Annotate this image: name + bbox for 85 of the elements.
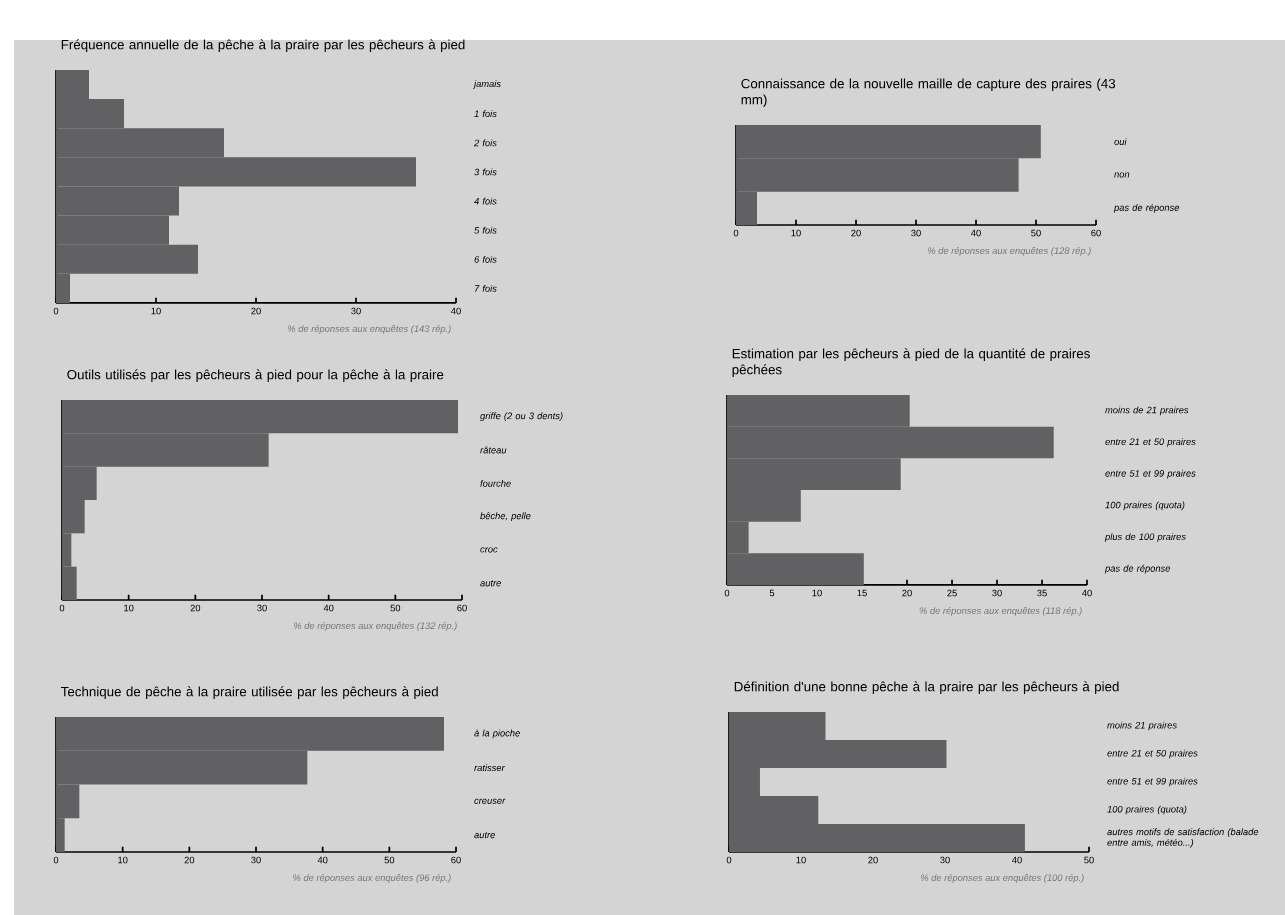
x-tick-label: 30 <box>251 856 261 864</box>
y-tick-label: 5 fois <box>474 226 497 234</box>
x-tick-label: 10 <box>796 856 806 864</box>
x-axis-title: % de réponses aux enquêtes (96 rép.) <box>293 874 451 883</box>
y-tick-label: creuser <box>474 798 506 804</box>
x-tick-label: 40 <box>451 307 461 315</box>
x-tick-label: 60 <box>1091 229 1101 237</box>
y-tick-label: à la pioche <box>474 729 520 739</box>
x-tick-label: 35 <box>1037 589 1047 597</box>
chart-title: Connaissance de la nouvelle maille de capture des praires (43 mm) <box>741 78 1116 107</box>
y-tick-label: 1 fois <box>474 110 497 118</box>
x-tick-label: 40 <box>317 856 328 864</box>
y-tick-label: moins de 21 praires <box>1105 406 1189 416</box>
y-tick-label: non <box>1114 172 1130 178</box>
y-tick-label: 3 fois <box>474 168 497 176</box>
chart-title: Définition d'une bonne pêche à la praire par les pêcheurs à pied <box>734 681 1119 694</box>
x-tick-label: 15 <box>857 589 867 597</box>
y-tick-label: moins 21 praires <box>1107 721 1177 731</box>
x-tick-label: 10 <box>151 307 161 315</box>
y-tick-label: jamais <box>473 80 501 89</box>
y-tick-label: 6 fois <box>474 255 497 263</box>
y-tick-label: entre 21 et 50 praires <box>1107 749 1198 759</box>
x-tick-label: 20 <box>251 307 261 315</box>
x-axis-title: % de réponses aux enquêtes (132 rép.) <box>294 622 457 631</box>
x-tick-label: 50 <box>1031 229 1041 237</box>
x-tick-label: 0 <box>733 229 739 237</box>
x-tick-label: 60 <box>451 856 461 864</box>
x-tick-label: 40 <box>1082 589 1092 597</box>
x-tick-label: 30 <box>351 307 361 315</box>
chart-title: Technique de pêche à la praire utilisée par les pêcheurs à pied <box>61 686 438 699</box>
x-tick-label: 50 <box>384 856 395 864</box>
x-tick-label: 30 <box>992 589 1002 597</box>
x-tick-label: 20 <box>868 856 878 864</box>
x-tick-label: 0 <box>53 856 59 864</box>
x-tick-label: 10 <box>812 589 822 597</box>
x-tick-label: 60 <box>457 604 467 612</box>
x-tick-label: 10 <box>124 604 134 612</box>
y-tick-label: griffe (2 ou 3 dents) <box>480 412 563 422</box>
x-tick-label: 50 <box>1084 856 1094 864</box>
y-tick-label: pas de réponse <box>1113 203 1180 213</box>
x-tick-label: 20 <box>851 229 861 237</box>
x-tick-label: 30 <box>940 856 950 864</box>
chart-title: Outils utilisés par les pêcheurs à pied pour la pêche à la praire <box>67 369 444 382</box>
x-tick-label: 30 <box>911 229 921 237</box>
x-tick-label: 20 <box>190 604 201 612</box>
y-tick-label: 100 praires (quota) <box>1107 805 1187 815</box>
y-tick-label: 100 praires (quota) <box>1105 501 1185 511</box>
x-tick-label: 0 <box>59 604 65 612</box>
y-tick-label: entre 51 et 99 praires <box>1107 777 1198 787</box>
x-tick-label: 0 <box>53 307 59 315</box>
y-tick-label: oui <box>1114 138 1127 146</box>
x-tick-label: 5 <box>769 589 775 597</box>
x-tick-label: 40 <box>1012 856 1022 864</box>
y-tick-label: autre <box>474 832 495 839</box>
x-tick-label: 10 <box>118 856 128 864</box>
y-tick-label: 4 fois <box>474 197 497 205</box>
y-tick-label: 2 fois <box>473 139 497 147</box>
y-tick-label: 7 fois <box>475 285 497 292</box>
y-tick-label: entre 51 et 99 praires <box>1105 469 1196 479</box>
x-axis-title: % de réponses aux enquêtes (118 rép.) <box>919 607 1082 616</box>
x-tick-label: 20 <box>902 589 912 597</box>
chart-title: Estimation par les pêcheurs à pied de la quantité de praires pêchées <box>732 348 1090 377</box>
y-tick-label: fourche <box>480 479 511 487</box>
y-tick-label: autres motifs de satisfaction (balade entre amis, météo...) <box>1107 828 1259 848</box>
x-axis-title: % de réponses aux enquêtes (143 rép.) <box>288 325 451 334</box>
x-tick-label: 10 <box>791 229 801 237</box>
x-tick-label: 0 <box>726 856 732 864</box>
chart-title: Fréquence annuelle de la pêche à la praire par les pêcheurs à pied <box>61 39 465 52</box>
x-tick-label: 30 <box>257 604 267 612</box>
y-tick-label: bêche, pelle <box>480 512 531 522</box>
y-tick-label: croc <box>480 547 498 553</box>
x-tick-label: 40 <box>971 229 981 237</box>
x-axis-title: % de réponses aux enquêtes (128 rép.) <box>928 247 1091 256</box>
y-tick-label: ratisser <box>474 764 505 772</box>
y-tick-label: pas de réponse <box>1104 564 1171 574</box>
y-tick-label: râteau <box>480 446 507 454</box>
y-tick-label: plus de 100 praires <box>1104 533 1186 542</box>
x-tick-label: 50 <box>390 604 401 612</box>
x-tick-label: 25 <box>947 589 957 597</box>
x-tick-label: 20 <box>184 856 195 864</box>
y-tick-label: autre <box>480 580 501 587</box>
x-tick-label: 0 <box>724 589 730 597</box>
x-tick-label: 40 <box>323 604 334 612</box>
y-tick-label: entre 21 et 50 praires <box>1105 438 1196 447</box>
x-axis-title: % de réponses aux enquêtes (100 rép.) <box>921 874 1084 883</box>
